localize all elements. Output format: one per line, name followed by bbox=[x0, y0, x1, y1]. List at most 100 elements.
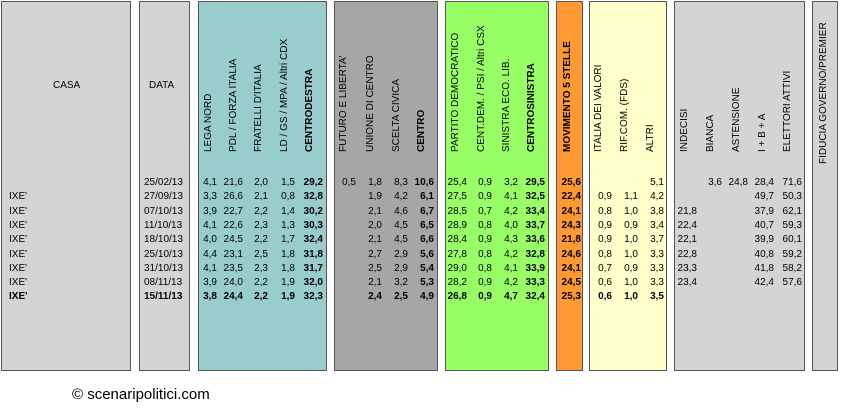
cell-indecisi: 22,1 bbox=[677, 234, 697, 245]
cell-iba: 39,9 bbox=[754, 234, 774, 245]
cell-pd: 25,4 bbox=[447, 177, 467, 188]
cell-sc: 4,6 bbox=[394, 206, 408, 217]
cell-idv: 0,6 bbox=[598, 291, 612, 302]
cell-bianca: 3,6 bbox=[708, 177, 722, 188]
cell-fdi: 2,3 bbox=[254, 263, 268, 274]
cell-elettori: 62,1 bbox=[782, 206, 802, 217]
cell-idv: 0,9 bbox=[598, 191, 612, 202]
panel-centro bbox=[334, 1, 438, 371]
cell-idv: 0,6 bbox=[598, 277, 612, 288]
cell-m5s: 24,6 bbox=[561, 249, 581, 260]
cell-sel: 4,7 bbox=[504, 291, 518, 302]
cell-udc: 2,1 bbox=[368, 234, 382, 245]
cell-udc: 2,7 bbox=[368, 249, 382, 260]
header-altri: ALTRI bbox=[645, 124, 656, 152]
cell-pdl: 24,4 bbox=[223, 291, 243, 302]
header-udc: UNIONE DI CENTRO bbox=[365, 55, 376, 152]
cell-lega: 3,9 bbox=[203, 277, 217, 288]
cell-altri: 3,3 bbox=[650, 263, 664, 274]
header-bianca: BIANCA bbox=[705, 114, 716, 152]
cell-centdem: 0,7 bbox=[478, 206, 492, 217]
cell-csx-total: 33,4 bbox=[525, 206, 545, 217]
panel-centrosinistra bbox=[445, 1, 549, 371]
panel-data bbox=[139, 1, 190, 371]
cell-casa: IXE' bbox=[9, 291, 28, 302]
cell-data: 18/10/13 bbox=[144, 234, 183, 245]
cell-pd: 26,8 bbox=[447, 291, 467, 302]
cell-pdl: 22,7 bbox=[223, 206, 243, 217]
header-indecisi: INDECISI bbox=[679, 108, 690, 152]
cell-data: 27/09/13 bbox=[144, 191, 183, 202]
header-fiducia: FIDUCIA GOVERNO/PREMIER bbox=[818, 22, 829, 164]
cell-centdem: 0,9 bbox=[478, 234, 492, 245]
cell-fdi: 2,2 bbox=[254, 234, 268, 245]
cell-rifcom: 1,0 bbox=[624, 206, 638, 217]
cell-iba: 37,9 bbox=[754, 206, 774, 217]
cell-cdx-total: 31,7 bbox=[303, 263, 323, 274]
cell-m5s: 25,6 bbox=[561, 177, 581, 188]
cell-centro-total: 4,9 bbox=[420, 291, 434, 302]
cell-rifcom: 1,0 bbox=[624, 249, 638, 260]
cell-altri: 3,5 bbox=[650, 291, 664, 302]
cell-idv: 0,8 bbox=[598, 206, 612, 217]
cell-lega: 3,8 bbox=[203, 291, 217, 302]
cell-fdi: 2,2 bbox=[254, 206, 268, 217]
cell-cdx-total: 31,8 bbox=[303, 249, 323, 260]
cell-indecisi: 21,8 bbox=[677, 206, 697, 217]
cell-sel: 4,3 bbox=[504, 234, 518, 245]
cell-pdl: 24,5 bbox=[223, 234, 243, 245]
cell-casa: IXE' bbox=[9, 234, 28, 245]
cell-sel: 4,0 bbox=[504, 220, 518, 231]
cell-elettori: 59,3 bbox=[782, 220, 802, 231]
header-scelta-civica: SCELTA CIVICA bbox=[391, 79, 402, 152]
cell-cdx-total: 32,3 bbox=[303, 291, 323, 302]
cell-lega: 4,1 bbox=[203, 220, 217, 231]
cell-sel: 3,2 bbox=[504, 177, 518, 188]
cell-csx-total: 33,9 bbox=[525, 263, 545, 274]
cell-rifcom: 1,0 bbox=[624, 277, 638, 288]
cell-ld: 1,9 bbox=[281, 277, 295, 288]
cell-iba: 40,7 bbox=[754, 220, 774, 231]
header-pdl-forza-italia: PDL / FORZA ITALIA bbox=[228, 58, 239, 152]
cell-csx-total: 32,5 bbox=[525, 191, 545, 202]
cell-pd: 27,5 bbox=[447, 191, 467, 202]
cell-fli: 0,5 bbox=[342, 177, 356, 188]
header-ld-gs-mpa: LD / GS / MPA / Altri CDX bbox=[279, 38, 290, 152]
cell-sc: 4,5 bbox=[394, 234, 408, 245]
cell-centro-total: 10,6 bbox=[414, 177, 434, 188]
cell-ld: 0,8 bbox=[281, 191, 295, 202]
cell-sel: 4,1 bbox=[504, 191, 518, 202]
cell-data: 25/02/13 bbox=[144, 177, 183, 188]
cell-pd: 27,8 bbox=[447, 249, 467, 260]
cell-sc: 3,2 bbox=[394, 277, 408, 288]
cell-casa: IXE' bbox=[9, 191, 28, 202]
cell-elettori: 50,3 bbox=[782, 191, 802, 202]
cell-idv: 0,9 bbox=[598, 220, 612, 231]
cell-casa: IXE' bbox=[9, 249, 28, 260]
header-data: DATA bbox=[149, 80, 175, 91]
cell-iba: 41,8 bbox=[754, 263, 774, 274]
cell-centdem: 0,9 bbox=[478, 277, 492, 288]
cell-centdem: 0,8 bbox=[478, 220, 492, 231]
cell-pd: 29,0 bbox=[447, 263, 467, 274]
cell-sel: 4,1 bbox=[504, 263, 518, 274]
cell-pdl: 26,6 bbox=[223, 191, 243, 202]
cell-centro-total: 6,5 bbox=[420, 220, 434, 231]
cell-altri: 3,3 bbox=[650, 277, 664, 288]
cell-casa: IXE' bbox=[9, 206, 28, 217]
cell-m5s: 24,3 bbox=[561, 220, 581, 231]
cell-centro-total: 6,7 bbox=[420, 206, 434, 217]
cell-pd: 28,5 bbox=[447, 206, 467, 217]
cell-elettori bbox=[762, 291, 802, 303]
cell-m5s: 25,3 bbox=[561, 291, 581, 302]
cell-cdx-total: 30,3 bbox=[303, 220, 323, 231]
cell-indecisi: 23,4 bbox=[677, 277, 697, 288]
cell-fdi: 2,2 bbox=[254, 291, 268, 302]
cell-sc: 2,5 bbox=[394, 291, 408, 302]
cell-centdem: 0,9 bbox=[478, 177, 492, 188]
cell-pd: 28,4 bbox=[447, 234, 467, 245]
cell-elettori: 57,6 bbox=[782, 277, 802, 288]
cell-rifcom: 0,9 bbox=[624, 263, 638, 274]
cell-centro-total: 6,6 bbox=[420, 234, 434, 245]
cell-fdi: 2,0 bbox=[254, 177, 268, 188]
